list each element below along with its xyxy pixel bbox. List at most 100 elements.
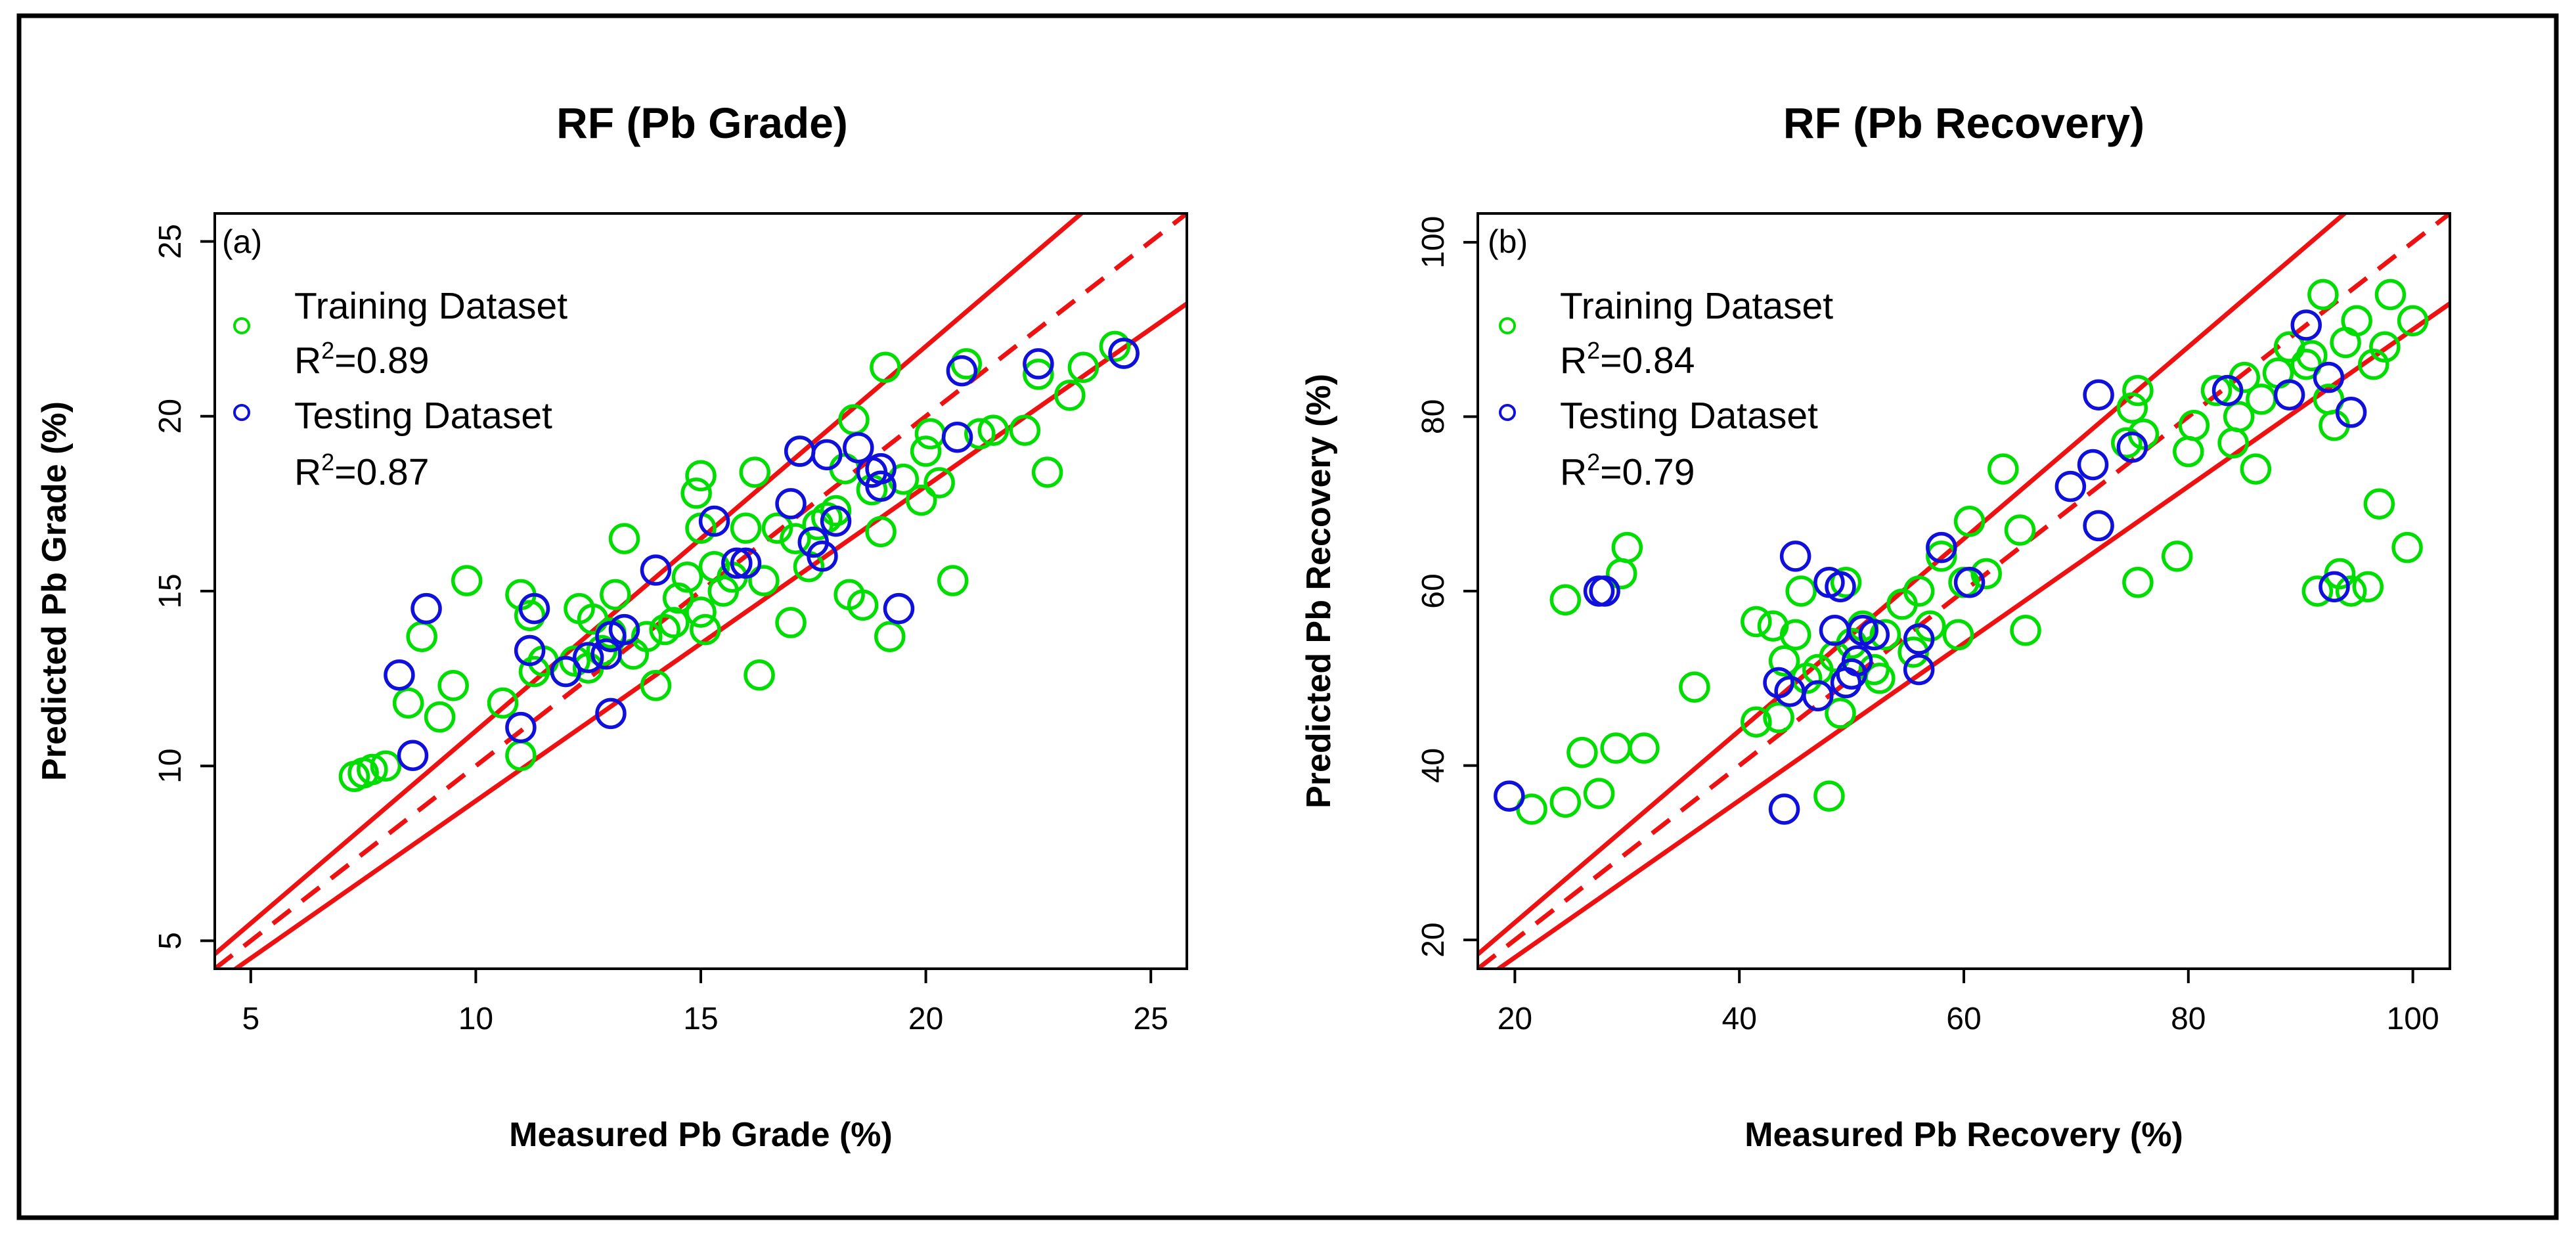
testing-point-b-24 <box>2116 432 2148 463</box>
training-point-b-70 <box>2369 331 2401 363</box>
training-point-b-32 <box>1926 541 1957 572</box>
y-tick-label-a-5: 5 <box>153 932 188 950</box>
training-point-b-58 <box>2296 340 2328 372</box>
training-point-b-47 <box>2178 409 2210 441</box>
training-point-b-69 <box>2363 488 2395 520</box>
legend-marker-testing-a <box>233 404 250 421</box>
training-point-a-60 <box>905 484 937 516</box>
x-axis-label-b: Measured Pb Recovery (%) <box>1744 1116 2183 1154</box>
testing-point-b-6 <box>1779 541 1811 572</box>
testing-point-a-24 <box>865 453 897 485</box>
training-point-a-71 <box>1054 380 1086 411</box>
x-tick-label-a-10: 10 <box>458 1002 493 1036</box>
training-point-b-53 <box>2240 453 2272 485</box>
training-point-b-43 <box>2122 566 2154 598</box>
training-point-a-9 <box>487 687 519 719</box>
bound-line-b-1 <box>1478 213 2348 956</box>
training-point-a-68 <box>1009 414 1041 446</box>
training-point-b-9 <box>1679 671 1710 703</box>
y-tick-label-a-10: 10 <box>153 749 188 784</box>
x-axis-label-a: Measured Pb Grade (%) <box>509 1116 893 1154</box>
training-point-b-2 <box>1549 584 1582 616</box>
testing-point-a-6 <box>550 655 582 688</box>
testing-point-b-26 <box>2273 379 2305 410</box>
testing-point-b-0 <box>1494 780 1525 812</box>
legend-label-training-b: Training Dataset <box>1560 285 1833 327</box>
x-axis-b: 20 40 60 80 100 <box>1498 969 2439 1036</box>
training-point-b-19 <box>1813 780 1845 812</box>
training-point-a-4 <box>392 687 424 719</box>
testing-point-a-25 <box>865 470 897 502</box>
training-point-b-35 <box>1953 506 1986 537</box>
training-point-a-6 <box>424 701 456 733</box>
training-point-b-48 <box>2200 374 2232 407</box>
training-point-b-68 <box>2358 348 2389 380</box>
testing-point-b-13 <box>1841 645 1873 676</box>
training-point-b-59 <box>2301 575 2334 607</box>
chart-panel-b: RF (Pb Recovery) 20 40 60 80 100 20 40 60 80 100… <box>1300 99 2451 1154</box>
testing-point-b-28 <box>2313 361 2345 393</box>
training-point-b-36 <box>1970 558 2002 590</box>
panel-label-b: (b) <box>1488 223 1528 260</box>
training-point-a-27 <box>649 613 680 646</box>
x-tick-label-b-40: 40 <box>1722 1002 1757 1036</box>
training-point-a-64 <box>937 565 969 596</box>
training-point-a-7 <box>437 670 469 701</box>
testing-point-a-29 <box>1023 348 1054 380</box>
y-tick-label-a-20: 20 <box>153 399 188 433</box>
testing-point-b-10 <box>1825 571 1856 603</box>
training-point-b-40 <box>2111 427 2143 458</box>
training-point-a-29 <box>662 582 694 614</box>
training-point-b-13 <box>1763 701 1794 734</box>
training-point-a-44 <box>775 607 807 638</box>
training-point-a-65 <box>950 348 983 380</box>
training-point-a-30 <box>671 561 703 593</box>
training-point-b-57 <box>2290 348 2322 380</box>
training-point-b-25 <box>1858 653 1890 686</box>
y-tick-label-b-20: 20 <box>1416 922 1451 957</box>
x-tick-label-b-60: 60 <box>1946 1002 1981 1036</box>
y-tick-label-a-15: 15 <box>153 573 188 608</box>
testing-point-a-27 <box>941 421 973 453</box>
training-point-a-57 <box>870 351 901 384</box>
training-point-b-1 <box>1549 786 1582 818</box>
training-point-a-70 <box>1031 456 1063 488</box>
testing-point-a-11 <box>608 613 640 646</box>
training-point-a-22 <box>600 579 631 611</box>
training-point-a-43 <box>761 512 793 544</box>
training-point-a-14 <box>514 600 546 632</box>
data-points-a <box>338 330 1140 792</box>
testing-point-a-9 <box>595 698 627 730</box>
y-axis-label-a: Predicted Pb Grade (%) <box>35 401 74 781</box>
legend-marker-testing-b <box>1499 404 1516 421</box>
testing-point-a-26 <box>883 592 915 625</box>
x-tick-label-a-5: 5 <box>242 1002 259 1036</box>
training-point-a-73 <box>1099 330 1131 363</box>
chart-title-b: RF (Pb Recovery) <box>1783 99 2144 147</box>
training-point-b-7 <box>1611 531 1643 564</box>
testing-point-b-18 <box>1926 531 1957 564</box>
training-point-b-21 <box>1825 698 1856 729</box>
testing-point-a-21 <box>820 505 852 537</box>
training-point-b-10 <box>1741 706 1772 738</box>
training-point-a-26 <box>640 670 672 701</box>
training-point-b-27 <box>1869 619 1901 651</box>
testing-point-b-23 <box>2083 379 2114 410</box>
training-point-a-66 <box>964 418 996 450</box>
training-point-a-31 <box>680 477 712 509</box>
x-tick-label-b-20: 20 <box>1498 1002 1532 1036</box>
training-point-b-3 <box>1566 736 1598 768</box>
training-point-b-38 <box>2004 514 2036 546</box>
reference-lines-b <box>1478 213 2450 969</box>
y-axis-a: 5 10 15 20 25 <box>153 224 215 950</box>
chart-title-a: RF (Pb Grade) <box>556 99 848 147</box>
testing-point-a-5 <box>518 592 550 625</box>
testing-point-a-13 <box>698 505 730 537</box>
training-point-b-51 <box>2223 401 2255 433</box>
x-tick-label-a-25: 25 <box>1133 1002 1168 1036</box>
training-point-b-4 <box>1583 778 1615 809</box>
testing-point-a-3 <box>505 711 537 743</box>
chart-panel-a: RF (Pb Grade) 5 10 15 20 25 5 10 15 20 25 (a) Tr… <box>35 99 1188 1154</box>
